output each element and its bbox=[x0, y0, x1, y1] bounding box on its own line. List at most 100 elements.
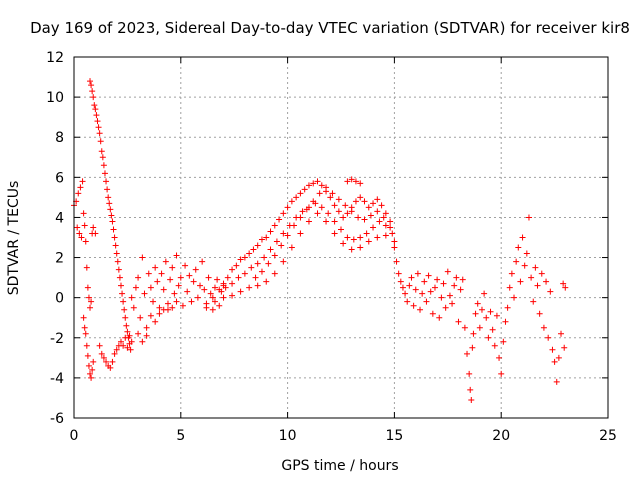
x-tick-label: 25 bbox=[599, 428, 617, 444]
data-point bbox=[152, 264, 159, 271]
data-point bbox=[99, 154, 106, 161]
data-point bbox=[489, 326, 496, 333]
data-point bbox=[461, 324, 468, 331]
data-point bbox=[143, 332, 150, 339]
data-point bbox=[90, 358, 97, 365]
data-point bbox=[314, 178, 321, 185]
data-point bbox=[299, 208, 306, 215]
data-point bbox=[132, 284, 139, 291]
data-point bbox=[431, 284, 438, 291]
data-point bbox=[122, 314, 129, 321]
data-point bbox=[80, 210, 87, 217]
data-point bbox=[352, 178, 359, 185]
data-point bbox=[421, 278, 428, 285]
data-point bbox=[340, 214, 347, 221]
y-tick-label: -6 bbox=[50, 411, 64, 427]
data-point bbox=[84, 284, 91, 291]
data-point bbox=[427, 288, 434, 295]
data-point bbox=[500, 338, 507, 345]
data-point bbox=[519, 234, 526, 241]
data-point bbox=[297, 214, 304, 221]
data-point bbox=[370, 224, 377, 231]
data-point bbox=[224, 274, 231, 281]
data-point bbox=[237, 256, 244, 263]
data-point bbox=[442, 304, 449, 311]
data-point bbox=[85, 362, 92, 369]
data-point bbox=[525, 214, 532, 221]
data-point bbox=[265, 260, 272, 267]
data-point bbox=[271, 222, 278, 229]
data-point bbox=[350, 236, 357, 243]
data-point bbox=[297, 190, 304, 197]
data-point bbox=[127, 346, 134, 353]
data-point bbox=[376, 218, 383, 225]
data-point bbox=[96, 130, 103, 137]
data-point bbox=[82, 330, 89, 337]
data-point bbox=[117, 338, 124, 345]
data-point bbox=[241, 270, 248, 277]
data-point bbox=[513, 258, 520, 265]
data-point bbox=[123, 322, 130, 329]
data-point bbox=[466, 370, 473, 377]
data-point bbox=[391, 244, 398, 251]
data-point bbox=[150, 298, 157, 305]
data-point bbox=[310, 198, 317, 205]
data-point bbox=[88, 374, 95, 381]
y-tick-label: 10 bbox=[46, 90, 64, 106]
x-tick-label: 5 bbox=[176, 428, 185, 444]
data-point bbox=[108, 212, 115, 219]
data-point bbox=[160, 306, 167, 313]
data-point bbox=[536, 310, 543, 317]
data-point bbox=[374, 208, 381, 215]
data-point bbox=[378, 202, 385, 209]
data-point bbox=[498, 370, 505, 377]
data-point bbox=[229, 280, 236, 287]
data-point bbox=[521, 262, 528, 269]
data-point bbox=[555, 354, 562, 361]
data-point bbox=[305, 218, 312, 225]
data-point bbox=[481, 290, 488, 297]
data-point bbox=[77, 184, 84, 191]
data-point bbox=[412, 286, 419, 293]
data-point bbox=[91, 102, 98, 109]
data-point bbox=[211, 298, 218, 305]
data-point bbox=[344, 234, 351, 241]
data-point bbox=[105, 194, 112, 201]
data-point bbox=[205, 274, 212, 281]
data-point bbox=[523, 250, 530, 257]
data-point bbox=[370, 200, 377, 207]
data-point bbox=[130, 304, 137, 311]
y-axis-label: SDTVAR / TECUs bbox=[6, 181, 22, 296]
data-point bbox=[246, 250, 253, 257]
data-point bbox=[293, 194, 300, 201]
data-point bbox=[169, 304, 176, 311]
data-point bbox=[453, 274, 460, 281]
data-point bbox=[438, 294, 445, 301]
data-point bbox=[92, 230, 99, 237]
data-point bbox=[103, 358, 110, 365]
data-point bbox=[252, 274, 259, 281]
y-tick-label: 4 bbox=[55, 210, 64, 226]
data-point bbox=[141, 290, 148, 297]
data-point bbox=[538, 270, 545, 277]
data-point bbox=[214, 276, 221, 283]
data-point bbox=[169, 264, 176, 271]
data-point bbox=[98, 148, 105, 155]
data-point bbox=[258, 268, 265, 275]
data-point bbox=[186, 272, 193, 279]
data-point bbox=[276, 216, 283, 223]
data-point bbox=[547, 288, 554, 295]
data-point bbox=[331, 202, 338, 209]
data-point bbox=[393, 258, 400, 265]
data-points bbox=[71, 78, 569, 403]
data-point bbox=[156, 310, 163, 317]
data-point bbox=[203, 304, 210, 311]
data-point bbox=[532, 264, 539, 271]
data-point bbox=[408, 274, 415, 281]
data-point bbox=[327, 194, 334, 201]
data-point bbox=[338, 226, 344, 233]
data-point bbox=[120, 342, 127, 349]
data-point bbox=[436, 314, 443, 321]
